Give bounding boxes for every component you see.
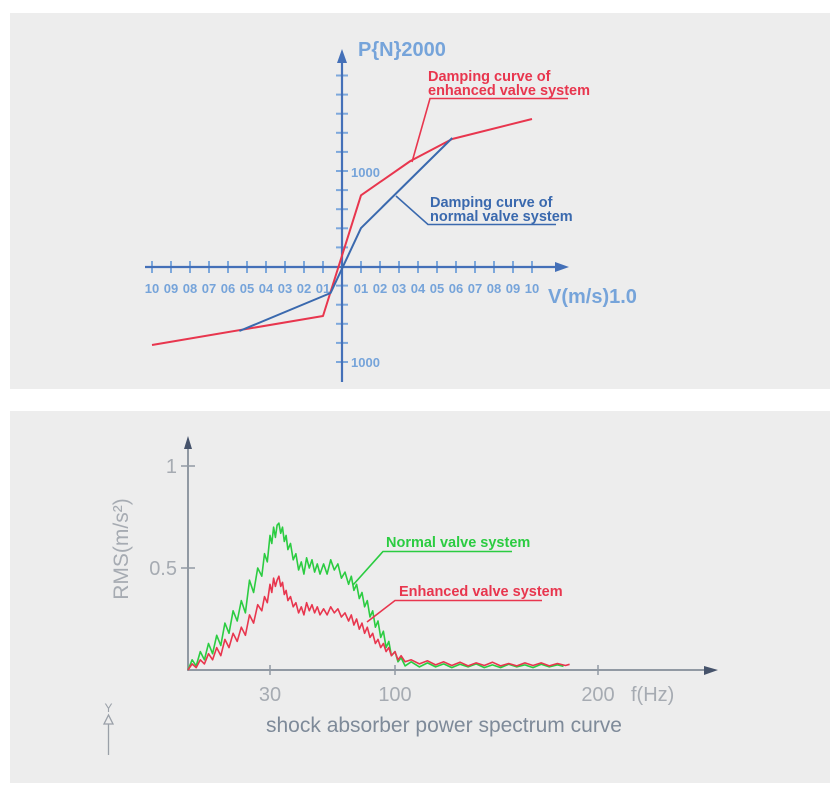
x-tick-label: 08 <box>487 281 501 296</box>
x-tick-label: 10 <box>525 281 539 296</box>
x-tick-label: 04 <box>259 281 274 296</box>
frequency-axis-title: f(Hz) <box>631 684 674 706</box>
x-tick-label: 03 <box>392 281 406 296</box>
normal-curve-label-line2: normal valve system <box>430 209 573 225</box>
x-tick-label: 01 <box>354 281 368 296</box>
normal-spectrum-label: Normal valve system <box>386 535 530 551</box>
x-tick-label: 09 <box>164 281 178 296</box>
freq-tick-label: 30 <box>259 684 281 706</box>
x-tick-label: 08 <box>183 281 197 296</box>
rms-axis-title: RMS(m/s²) <box>110 498 133 599</box>
x-axis-title: V(m/s)1.0 <box>548 286 637 308</box>
x-tick-label: 02 <box>373 281 387 296</box>
power-spectrum-panel: 30 100 200 1 0.5 f(Hz) RMS(m/s²) Normal valv… <box>10 411 830 783</box>
normal-spectrum-leader-line <box>353 552 512 586</box>
x-tick-label: 04 <box>411 281 426 296</box>
y-axis-arrow-icon <box>337 49 347 63</box>
enhanced-curve-label-line2: enhanced valve system <box>428 83 590 99</box>
y-axis-title: P{N}2000 <box>358 39 446 61</box>
frequency-axis-arrow-icon <box>704 666 718 675</box>
x-tick-label: 02 <box>297 281 311 296</box>
y-axis-value-1000-negative: 1000 <box>351 355 380 370</box>
rms-tick-label: 0.5 <box>149 558 177 580</box>
x-tick-label: 10 <box>145 281 159 296</box>
x-tick-label: 07 <box>468 281 482 296</box>
y-marker-label: Y <box>104 701 112 715</box>
freq-tick-label: 200 <box>581 684 614 706</box>
enhanced-spectrum-leader-line <box>367 601 542 623</box>
x-tick-label: 09 <box>506 281 520 296</box>
spectrum-tick-labels: 30 100 200 1 0.5 <box>149 456 615 706</box>
damping-curve-normal <box>239 138 452 331</box>
x-tick-label: 03 <box>278 281 292 296</box>
damping-curve-panel: 1009080706050403020101020304050607080910… <box>10 13 830 389</box>
x-tick-label: 07 <box>202 281 216 296</box>
y-marker-arrow-icon <box>104 715 113 724</box>
rms-axis-arrow-icon <box>184 436 192 449</box>
rms-tick-label: 1 <box>166 456 177 478</box>
power-spectrum-chart: 30 100 200 1 0.5 f(Hz) RMS(m/s²) Normal valv… <box>10 411 830 783</box>
x-tick-label: 05 <box>430 281 444 296</box>
x-tick-label: 05 <box>240 281 254 296</box>
damping-curve-chart: 1009080706050403020101020304050607080910… <box>10 13 830 389</box>
chart-title: shock absorber power spectrum curve <box>266 714 622 737</box>
freq-tick-label: 100 <box>378 684 411 706</box>
x-axis-arrow-icon <box>555 262 569 272</box>
enhanced-spectrum-label: Enhanced valve system <box>399 584 563 600</box>
x-tick-label: 06 <box>221 281 235 296</box>
y-axis-value-1000-positive: 1000 <box>351 165 380 180</box>
x-tick-label: 06 <box>449 281 463 296</box>
